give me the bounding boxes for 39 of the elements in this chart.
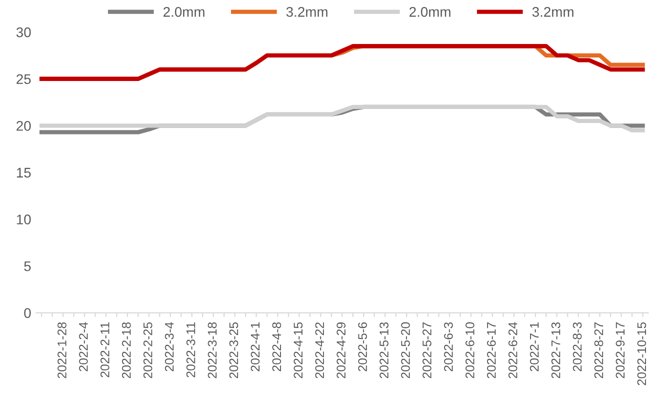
x-tick-label: 2022-4-22 bbox=[315, 322, 324, 378]
legend-label: 3.2mm bbox=[286, 7, 328, 17]
x-tick-label: 2022-4-8 bbox=[272, 322, 282, 372]
x-tick-label: 2022-6-17 bbox=[486, 322, 496, 378]
x-tick-label: 2022-8-3 bbox=[572, 322, 582, 372]
y-tick-label: 15 bbox=[16, 168, 31, 178]
x-tick-label: 2022-9-17 bbox=[616, 322, 625, 378]
x-tick-label: 2022-2-18 bbox=[122, 322, 131, 378]
x-tick-label: 2022-4-1 bbox=[250, 322, 260, 372]
legend-label: 2.0mm bbox=[410, 7, 450, 17]
x-tick-label: 2022-10-15 bbox=[637, 322, 646, 386]
x-tick-label: 2022-3-4 bbox=[164, 322, 174, 372]
y-tick-label: 20 bbox=[16, 120, 31, 131]
y-tick-label: 5 bbox=[24, 261, 31, 272]
y-tick-label: 30 bbox=[16, 27, 31, 38]
x-tick-label: 2022-6-3 bbox=[444, 322, 453, 372]
x-tick-label: 2022-2-25 bbox=[143, 322, 152, 378]
x-tick-label: 2022-6-24 bbox=[508, 322, 518, 378]
x-tick-label: 2022-3-11 bbox=[186, 322, 196, 378]
x-tick-label: 2022-5-20 bbox=[401, 322, 410, 378]
x-tick-label: 2022-3-18 bbox=[208, 322, 217, 378]
x-tick-label: 2022-4-29 bbox=[336, 322, 346, 378]
y-tick-label: 0 bbox=[24, 308, 31, 318]
x-tick-label: 2022-3-25 bbox=[229, 322, 238, 378]
x-tick-label: 2022-6-10 bbox=[465, 322, 474, 378]
x-tick-label: 2022-5-13 bbox=[380, 322, 388, 378]
legend-label: 2.0mm bbox=[164, 7, 204, 17]
x-tick-label: 2022-4-15 bbox=[294, 322, 303, 378]
x-tick-label: 2022-7-13 bbox=[551, 322, 560, 378]
x-tick-label: 2022-5-27 bbox=[422, 322, 432, 378]
x-tick-label: 2022-1-28 bbox=[58, 322, 66, 378]
legend-label: 3.2mm bbox=[532, 7, 574, 17]
x-tick-label: 2022-2-4 bbox=[79, 322, 88, 372]
x-tick-label: 2022-2-11 bbox=[100, 322, 110, 378]
y-tick-label: 25 bbox=[16, 74, 31, 84]
y-tick-label: 10 bbox=[16, 214, 31, 224]
x-tick-label: 2022-8-27 bbox=[594, 322, 604, 378]
x-tick-label: 2022-5-6 bbox=[358, 322, 367, 372]
x-tick-label: 2022-7-1 bbox=[530, 322, 539, 372]
